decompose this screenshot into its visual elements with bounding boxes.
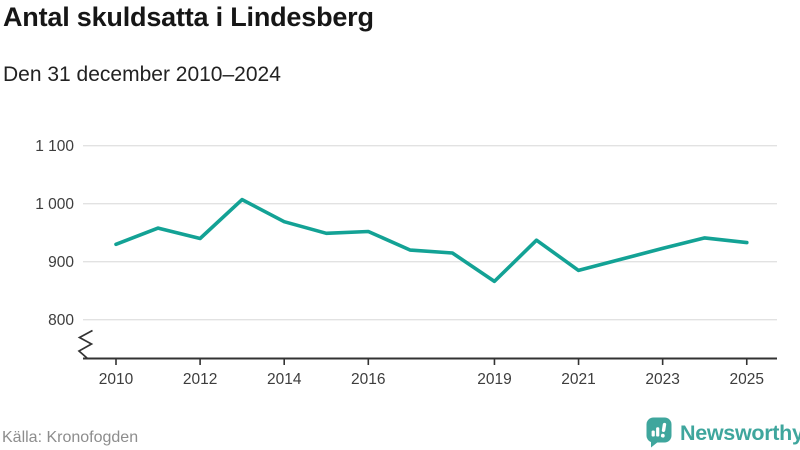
newsworthy-wordmark: Newsworthy <box>680 421 800 445</box>
y-tick-label: 1 100 <box>35 138 74 155</box>
line-chart: 800 900 1 000 1 100 2010 2012 2014 2016 2019 2021… <box>35 138 777 388</box>
chart-subtitle: Den 31 december 2010–2024 <box>3 63 281 86</box>
x-tick-label: 2012 <box>183 371 217 388</box>
x-tick-label: 2021 <box>561 371 595 388</box>
logo-exclamation <box>660 422 667 438</box>
logo-bar-tall <box>656 427 660 437</box>
axis-break-icon <box>77 329 94 359</box>
newsworthy-brand: Newsworthy <box>644 415 800 450</box>
x-tick-label: 2023 <box>645 371 679 388</box>
y-tick-label: 800 <box>48 312 74 329</box>
newsworthy-logo-icon <box>646 417 672 448</box>
page-title: Antal skuldsatta i Lindesberg <box>3 2 374 32</box>
y-tick-label: 1 000 <box>35 196 74 213</box>
y-tick-label: 900 <box>48 254 74 271</box>
logo-exclamation-dot <box>660 433 665 438</box>
source-label: Källa: Kronofogden <box>2 429 139 446</box>
x-tick-label: 2010 <box>99 371 134 388</box>
logo-bar-short <box>651 430 655 437</box>
x-tick-label: 2025 <box>730 371 764 388</box>
logo-bubble-tail <box>651 441 659 448</box>
x-tick-label: 2014 <box>267 371 302 388</box>
x-tick-label: 2019 <box>477 371 511 388</box>
logo-exclamation-bar <box>661 422 667 433</box>
x-tick-label: 2016 <box>351 371 385 388</box>
data-line <box>114 197 749 284</box>
